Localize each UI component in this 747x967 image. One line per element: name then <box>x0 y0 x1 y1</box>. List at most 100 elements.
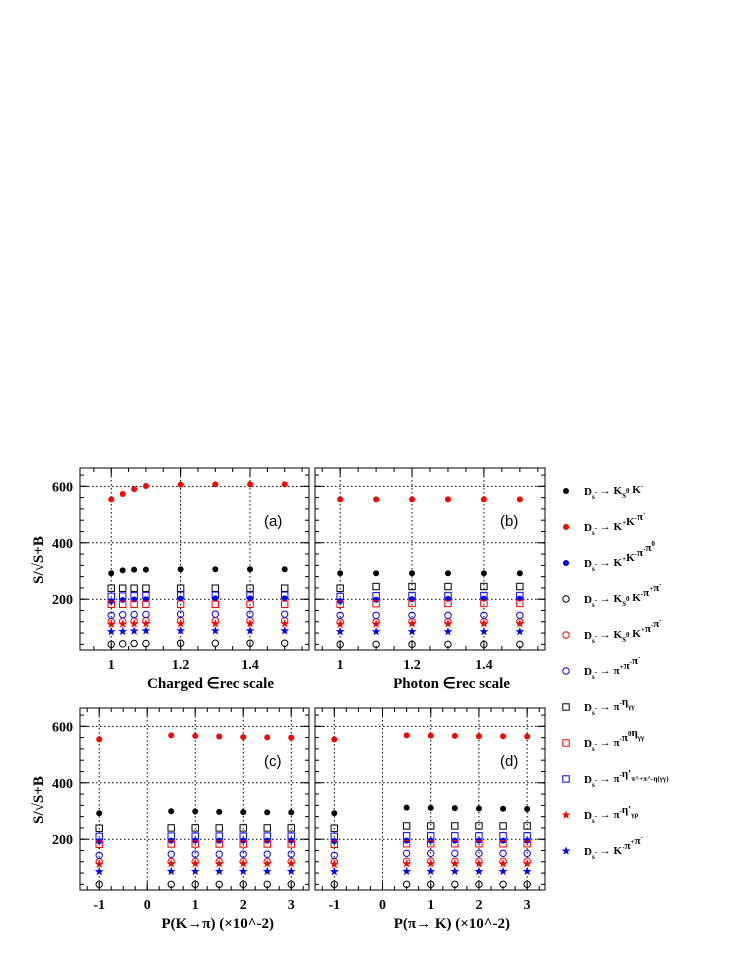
data-point <box>427 832 435 840</box>
y-tick-label: 200 <box>52 593 73 608</box>
series-9 <box>335 619 525 629</box>
data-point <box>372 611 380 619</box>
data-point <box>480 582 488 591</box>
series-10 <box>329 866 532 876</box>
data-point <box>516 599 524 608</box>
data-point <box>523 822 531 830</box>
data-point <box>479 627 489 636</box>
legend-label: Ds- → π-η'γρ <box>584 804 638 825</box>
data-point <box>190 866 200 876</box>
series-7 <box>336 599 524 608</box>
data-point <box>168 732 175 739</box>
legend-entry: Ds- → KS0 K+π-π- <box>562 616 662 645</box>
data-point <box>475 832 483 840</box>
legend-label: Ds- → K-π+π- <box>584 833 644 861</box>
data-point <box>451 732 458 739</box>
x-tick-label: 1 <box>337 658 344 673</box>
data-point <box>499 849 507 858</box>
data-point <box>245 619 255 628</box>
data-point <box>444 599 452 608</box>
data-point <box>118 584 127 592</box>
data-point <box>480 496 487 503</box>
data-point <box>191 850 199 858</box>
data-point <box>426 866 436 876</box>
panel-label: (d) <box>500 753 518 770</box>
data-point <box>247 566 254 573</box>
data-point <box>331 736 338 743</box>
x-tick-label: 0 <box>144 898 151 913</box>
data-point <box>176 610 185 618</box>
data-point <box>402 866 411 876</box>
data-point <box>426 859 436 868</box>
data-point <box>211 600 220 608</box>
data-point <box>264 809 271 816</box>
data-point <box>212 566 219 573</box>
data-point <box>409 570 416 577</box>
data-point <box>498 859 508 868</box>
legend-label: Ds- → K+K-π-π0 <box>584 540 655 573</box>
data-point <box>408 599 416 608</box>
data-point <box>288 734 295 741</box>
data-point <box>176 600 185 608</box>
series-6 <box>107 584 289 592</box>
data-point <box>118 600 127 608</box>
legend-marker <box>562 739 570 747</box>
data-point <box>119 567 126 574</box>
data-point <box>402 822 411 830</box>
data-point <box>330 880 338 889</box>
data-point <box>240 734 247 741</box>
series-0 <box>96 808 295 817</box>
legend-marker <box>562 631 570 639</box>
data-point <box>475 840 483 848</box>
data-point <box>523 880 531 889</box>
legend-marker <box>562 595 570 603</box>
data-point <box>108 570 115 577</box>
y-tick-label: 600 <box>52 720 73 735</box>
series-1 <box>108 481 288 503</box>
data-point <box>246 591 254 599</box>
data-point <box>95 840 103 848</box>
data-point <box>263 832 271 840</box>
data-point <box>141 619 151 628</box>
series-8 <box>336 591 524 601</box>
series-7 <box>330 840 531 848</box>
data-point <box>119 490 126 497</box>
data-point <box>192 732 199 739</box>
data-point <box>408 640 416 649</box>
data-point <box>444 570 451 577</box>
data-point <box>190 859 200 868</box>
x-tick-label: 1.4 <box>241 658 259 673</box>
legend-entry: Ds- → K-π+π- <box>561 833 644 861</box>
data-point <box>142 610 150 619</box>
x-tick-label: 2 <box>240 898 247 913</box>
data-point <box>280 626 290 635</box>
x-axis-title: Photon ∈rec scale <box>393 676 510 692</box>
data-point <box>214 866 224 876</box>
data-point <box>516 611 524 619</box>
series-10 <box>106 626 290 636</box>
plot-frame <box>79 707 310 891</box>
x-tick-label: 1 <box>427 898 434 913</box>
panel-label: (c) <box>264 753 282 770</box>
data-point <box>336 584 344 592</box>
data-point <box>427 732 434 739</box>
panel-b: 1 1.2 1.4 Photon ∈rec scale (b) <box>314 467 546 692</box>
data-point <box>451 840 459 848</box>
data-point <box>500 733 507 740</box>
data-point <box>479 619 489 628</box>
x-tick-label: 1.4 <box>475 658 493 673</box>
legend-entry: Ds- → K+K-π-π0 <box>563 540 655 573</box>
legend: Ds- → KS0 K- Ds- → K+K-π- Ds- → K+K-π-π0 Ds… <box>561 482 669 861</box>
data-point <box>372 592 380 600</box>
data-point <box>142 566 149 573</box>
data-point <box>451 880 459 889</box>
data-point <box>427 840 435 848</box>
series-7 <box>95 840 295 848</box>
data-point <box>287 824 295 832</box>
data-point <box>402 840 411 848</box>
data-point <box>130 639 138 648</box>
data-point <box>131 486 138 493</box>
data-point <box>522 866 532 876</box>
data-point <box>516 570 523 577</box>
data-point <box>95 832 103 841</box>
